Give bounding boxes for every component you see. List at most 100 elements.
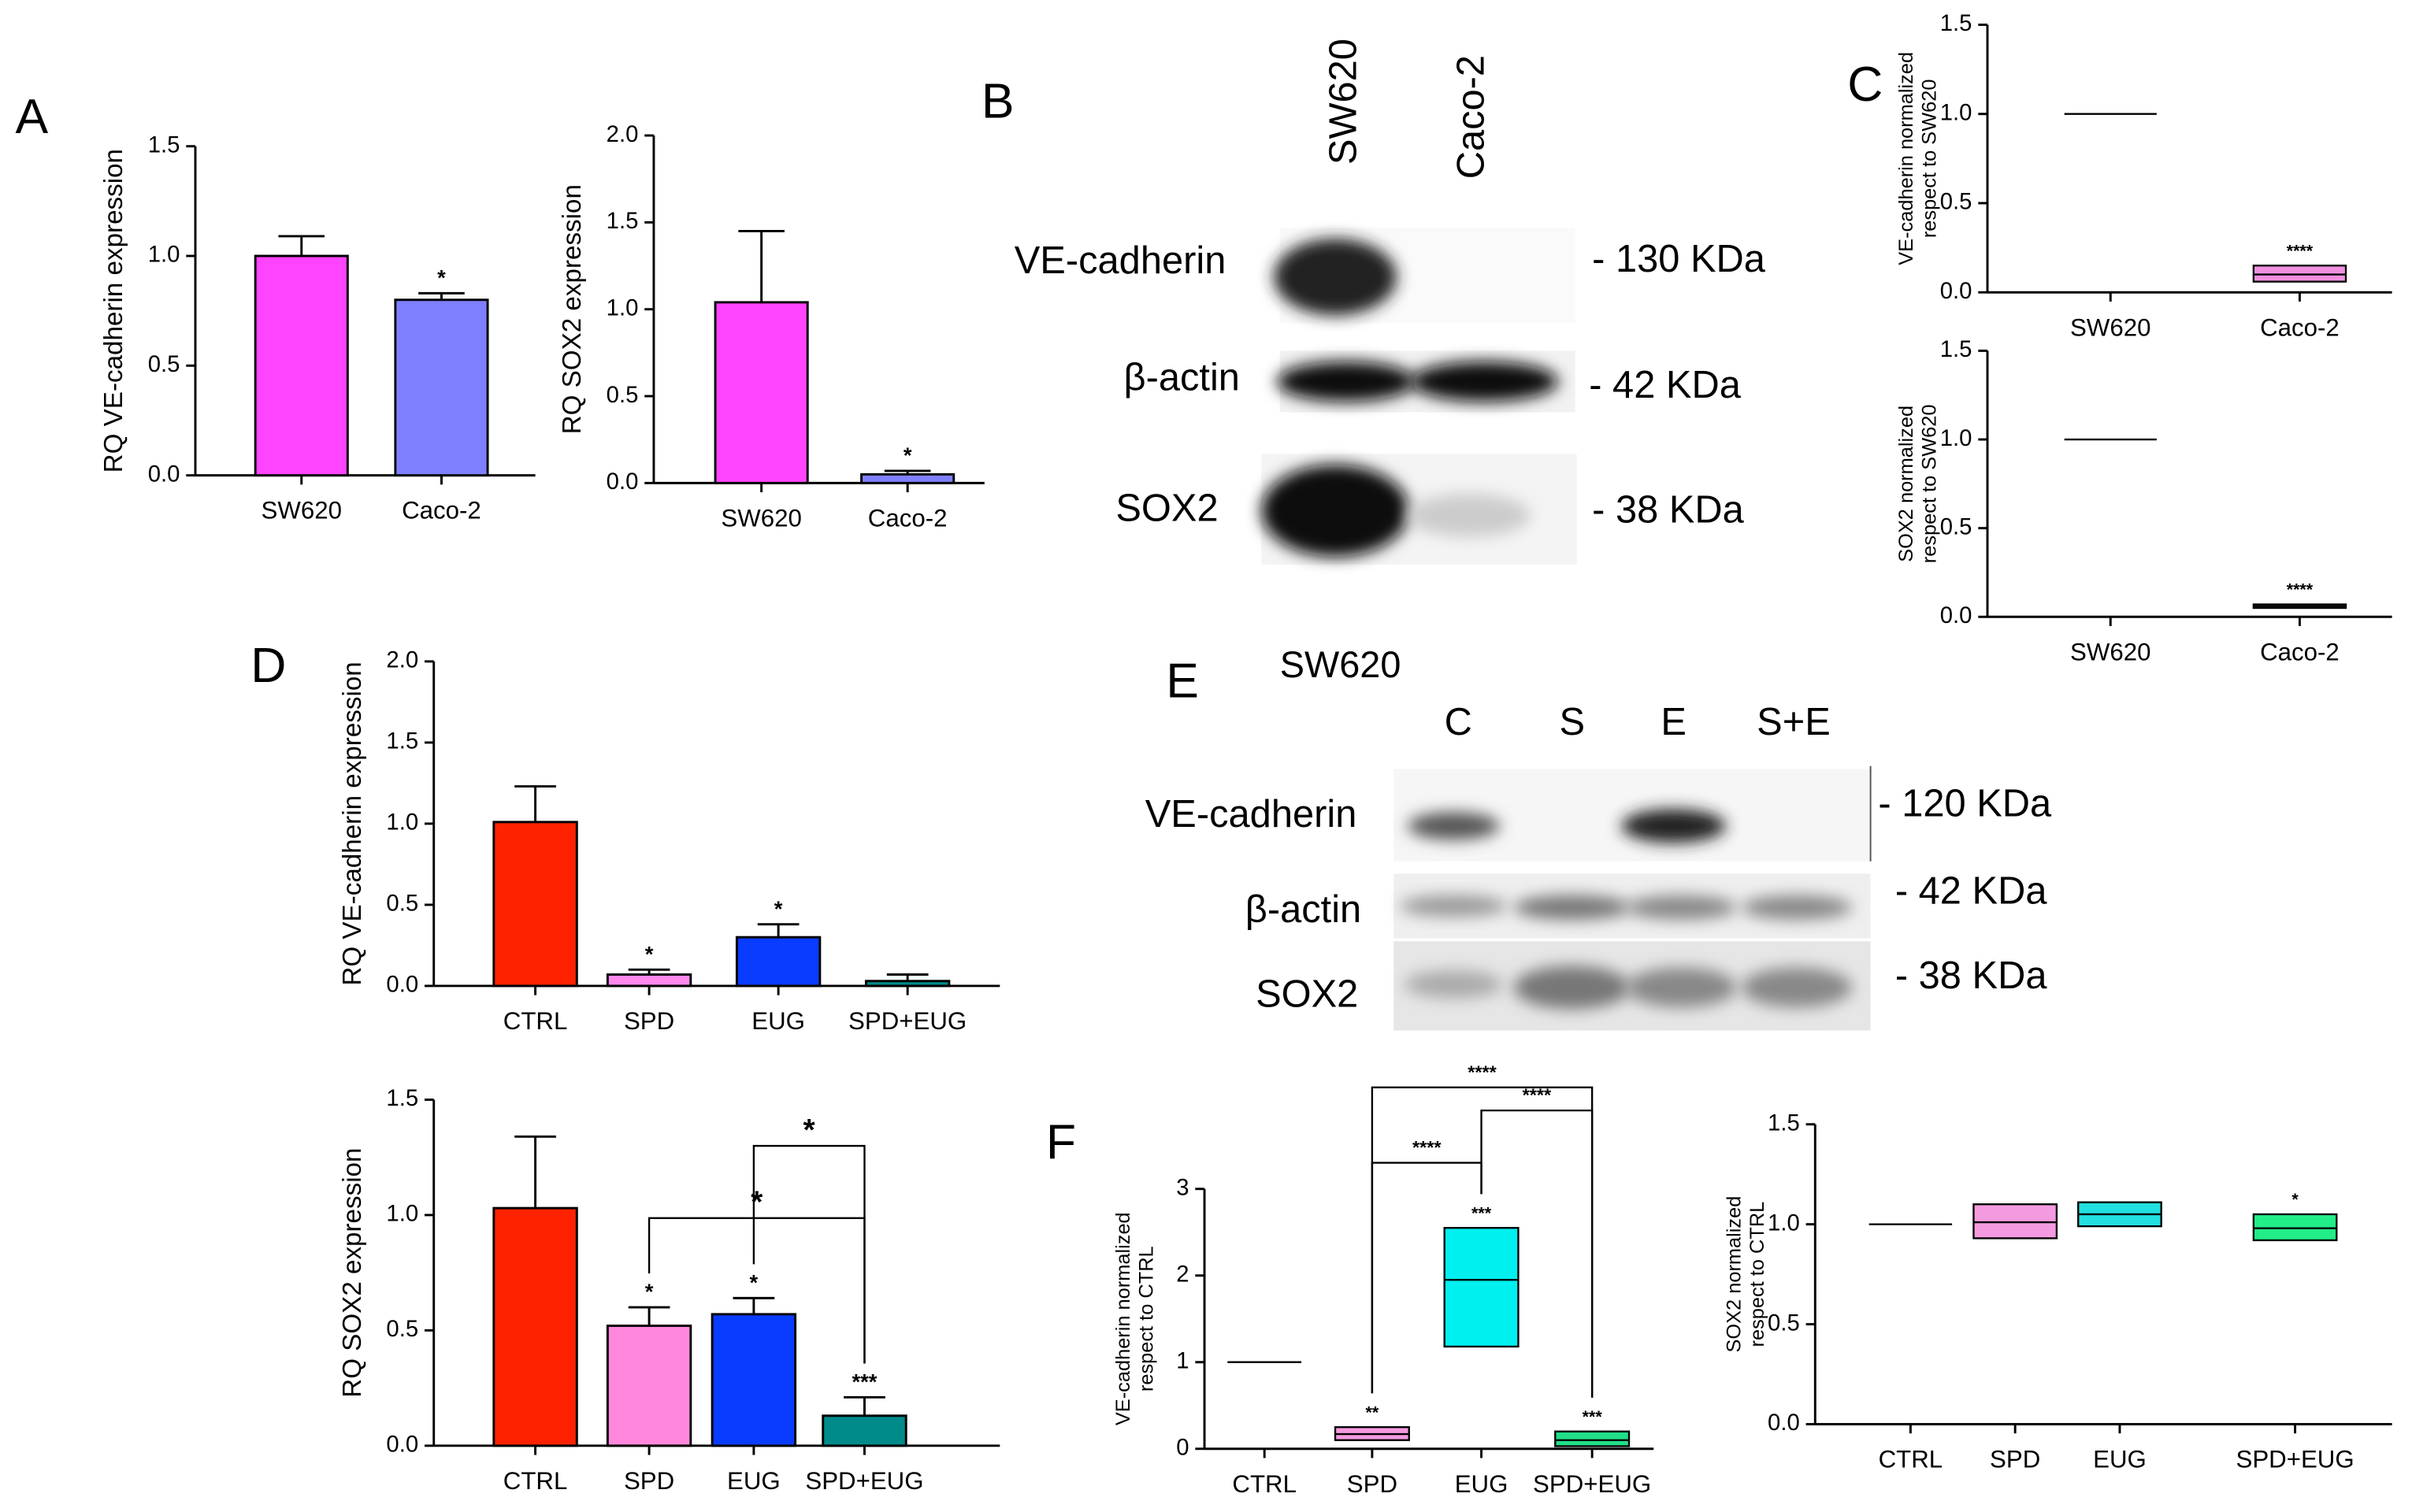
- y-tick-label: 0.5: [1940, 513, 1972, 539]
- size-label: - 42 KDa: [1895, 870, 2047, 913]
- row-label: SOX2: [1115, 487, 1218, 529]
- box: [2252, 1213, 2338, 1242]
- lane-label: S+E: [1757, 701, 1831, 743]
- x-tick-label: SW620: [721, 504, 801, 532]
- significance: *: [645, 942, 654, 966]
- x-tick-label: CTRL: [1879, 1446, 1943, 1473]
- x-tick-label: Caco-2: [2260, 638, 2340, 665]
- size-label: - 120 KDa: [1878, 782, 2052, 825]
- significance: *: [904, 443, 912, 468]
- blot-band: [1513, 965, 1631, 1010]
- y-tick-label: 0.5: [607, 382, 639, 408]
- significance: ****: [2287, 580, 2314, 599]
- x-tick-label: EUG: [1455, 1470, 1508, 1498]
- y-tick-label: 2.0: [386, 647, 418, 673]
- y-tick-label: 0.5: [1940, 189, 1972, 215]
- comparison-bracket: [752, 1144, 866, 1364]
- significance: ***: [852, 1369, 878, 1394]
- y-axis-label: RQ SOX2 expression: [338, 1148, 367, 1398]
- x-tick-label: SW620: [2070, 638, 2150, 665]
- significance: ***: [1471, 1203, 1492, 1222]
- y-axis-label: respect to CTRL: [1135, 1246, 1157, 1392]
- x-tick-label: SPD: [624, 1007, 674, 1035]
- significance: **: [1366, 1403, 1379, 1421]
- x-tick-label: Caco-2: [868, 504, 948, 532]
- blot-title: SW620: [1280, 644, 1401, 685]
- x-tick-label: Caco-2: [2260, 313, 2340, 341]
- bar: [735, 936, 822, 988]
- lane-label: Caco-2: [1450, 55, 1493, 179]
- y-tick-label: 0.5: [1768, 1310, 1800, 1336]
- bar: [864, 980, 951, 988]
- x-tick-label: EUG: [751, 1007, 805, 1035]
- blot-band: [1407, 494, 1531, 537]
- chart: 0.0 0.5 1.0 1.5 CTRL SPD EUG SPD+EUG SOX2 normal…: [1723, 1110, 2392, 1473]
- blot-band: [1741, 895, 1853, 920]
- y-axis-label: SOX2 normalized: [1895, 406, 1917, 562]
- bar: [860, 472, 956, 484]
- x-tick-label: SPD+EUG: [2236, 1446, 2354, 1473]
- x-tick-label: SPD+EUG: [805, 1467, 923, 1495]
- y-tick-label: 0.5: [386, 1316, 418, 1342]
- size-label: - 38 KDa: [1592, 488, 1744, 531]
- blot-band: [1407, 812, 1500, 840]
- y-tick-label: 3: [1176, 1174, 1189, 1200]
- panel-letter: C: [1847, 57, 1883, 112]
- row-label: β-actin: [1245, 888, 1361, 931]
- y-tick-label: 1.5: [386, 728, 418, 754]
- row-label: β-actin: [1124, 356, 1240, 398]
- significance: *: [774, 896, 783, 921]
- y-axis-label: RQ VE-cadherin expression: [99, 149, 128, 472]
- y-tick-label: 1.5: [148, 132, 180, 158]
- chart: 0.0 0.5 1.0 1.5 CTRL SPD EUG SPD+EUG RQ SOX2 exp…: [338, 1085, 1000, 1495]
- x-tick-label: SPD: [1990, 1446, 2040, 1473]
- significance: ****: [2287, 241, 2314, 260]
- chart: 0.0 0.5 1.0 1.5 SW620 Caco-2 VE-cadherin norma…: [1895, 10, 2392, 341]
- y-tick-label: 0.5: [148, 351, 180, 377]
- row-label: VE-cadherin: [1145, 793, 1357, 836]
- blot-band: [1404, 970, 1503, 999]
- blot-e: SW620 C S E S+E VE-cadherin β-actin SOX2…: [1145, 644, 2052, 1031]
- y-tick-label: 1.5: [386, 1085, 418, 1111]
- y-tick-label: 2: [1176, 1261, 1189, 1287]
- panel-letter: F: [1046, 1115, 1076, 1170]
- x-tick-label: SPD+EUG: [1533, 1470, 1651, 1498]
- x-tick-label: EUG: [2093, 1446, 2147, 1473]
- x-tick-label: CTRL: [503, 1007, 568, 1035]
- blot-b: SW620 Caco-2 VE-cadherin β-actin SOX2 - …: [1015, 39, 1766, 565]
- y-tick-label: 0.0: [386, 1432, 418, 1458]
- panel-letter: D: [250, 638, 286, 693]
- bar: [606, 1325, 692, 1447]
- chart: 0.0 0.5 1.0 1.5 SW620 Caco-2 SOX2 normalized re…: [1895, 336, 2392, 665]
- y-axis-label: respect to SW620: [1918, 405, 1940, 564]
- panel-letters: A B C D E F: [16, 57, 1883, 1170]
- bar: [254, 254, 349, 477]
- blot-band: [1741, 967, 1853, 1008]
- y-axis-label: VE-cadherin normalized: [1895, 52, 1917, 265]
- y-tick-label: 0.0: [1940, 278, 1972, 304]
- bar: [714, 301, 809, 484]
- x-tick-label: SW620: [262, 497, 342, 524]
- y-axis-label: respect to SW620: [1918, 79, 1940, 238]
- bar: [492, 821, 578, 988]
- lane-label: SW620: [1323, 39, 1365, 165]
- y-tick-label: 0.0: [1940, 602, 1972, 628]
- x-tick-label: SW620: [2070, 313, 2150, 341]
- row-label: VE-cadherin: [1015, 239, 1226, 282]
- blot-band: [1273, 238, 1397, 316]
- y-tick-label: 1.0: [1940, 425, 1972, 451]
- y-tick-label: 0.0: [1768, 1410, 1800, 1436]
- comparison-label: ****: [1523, 1085, 1552, 1106]
- bar: [606, 973, 692, 988]
- chart: 0.0 0.5 1.0 1.5 2.0 CTRL SPD EUG SPD+EUG RQ VE-ca…: [338, 647, 1000, 1035]
- y-tick-label: 1.5: [1940, 336, 1972, 362]
- bar: [711, 1313, 797, 1447]
- lane-label: E: [1661, 701, 1687, 743]
- chart: 0 1 2 3 CTRL SPD EUG SPD+EUG VE-cadherin normali…: [1112, 1062, 1654, 1498]
- size-label: - 42 KDa: [1589, 364, 1741, 406]
- box: [1443, 1227, 1520, 1348]
- x-tick-label: EUG: [727, 1467, 781, 1495]
- bar: [492, 1206, 578, 1447]
- x-tick-label: SPD: [624, 1467, 674, 1495]
- y-tick-label: 1.5: [1768, 1110, 1800, 1136]
